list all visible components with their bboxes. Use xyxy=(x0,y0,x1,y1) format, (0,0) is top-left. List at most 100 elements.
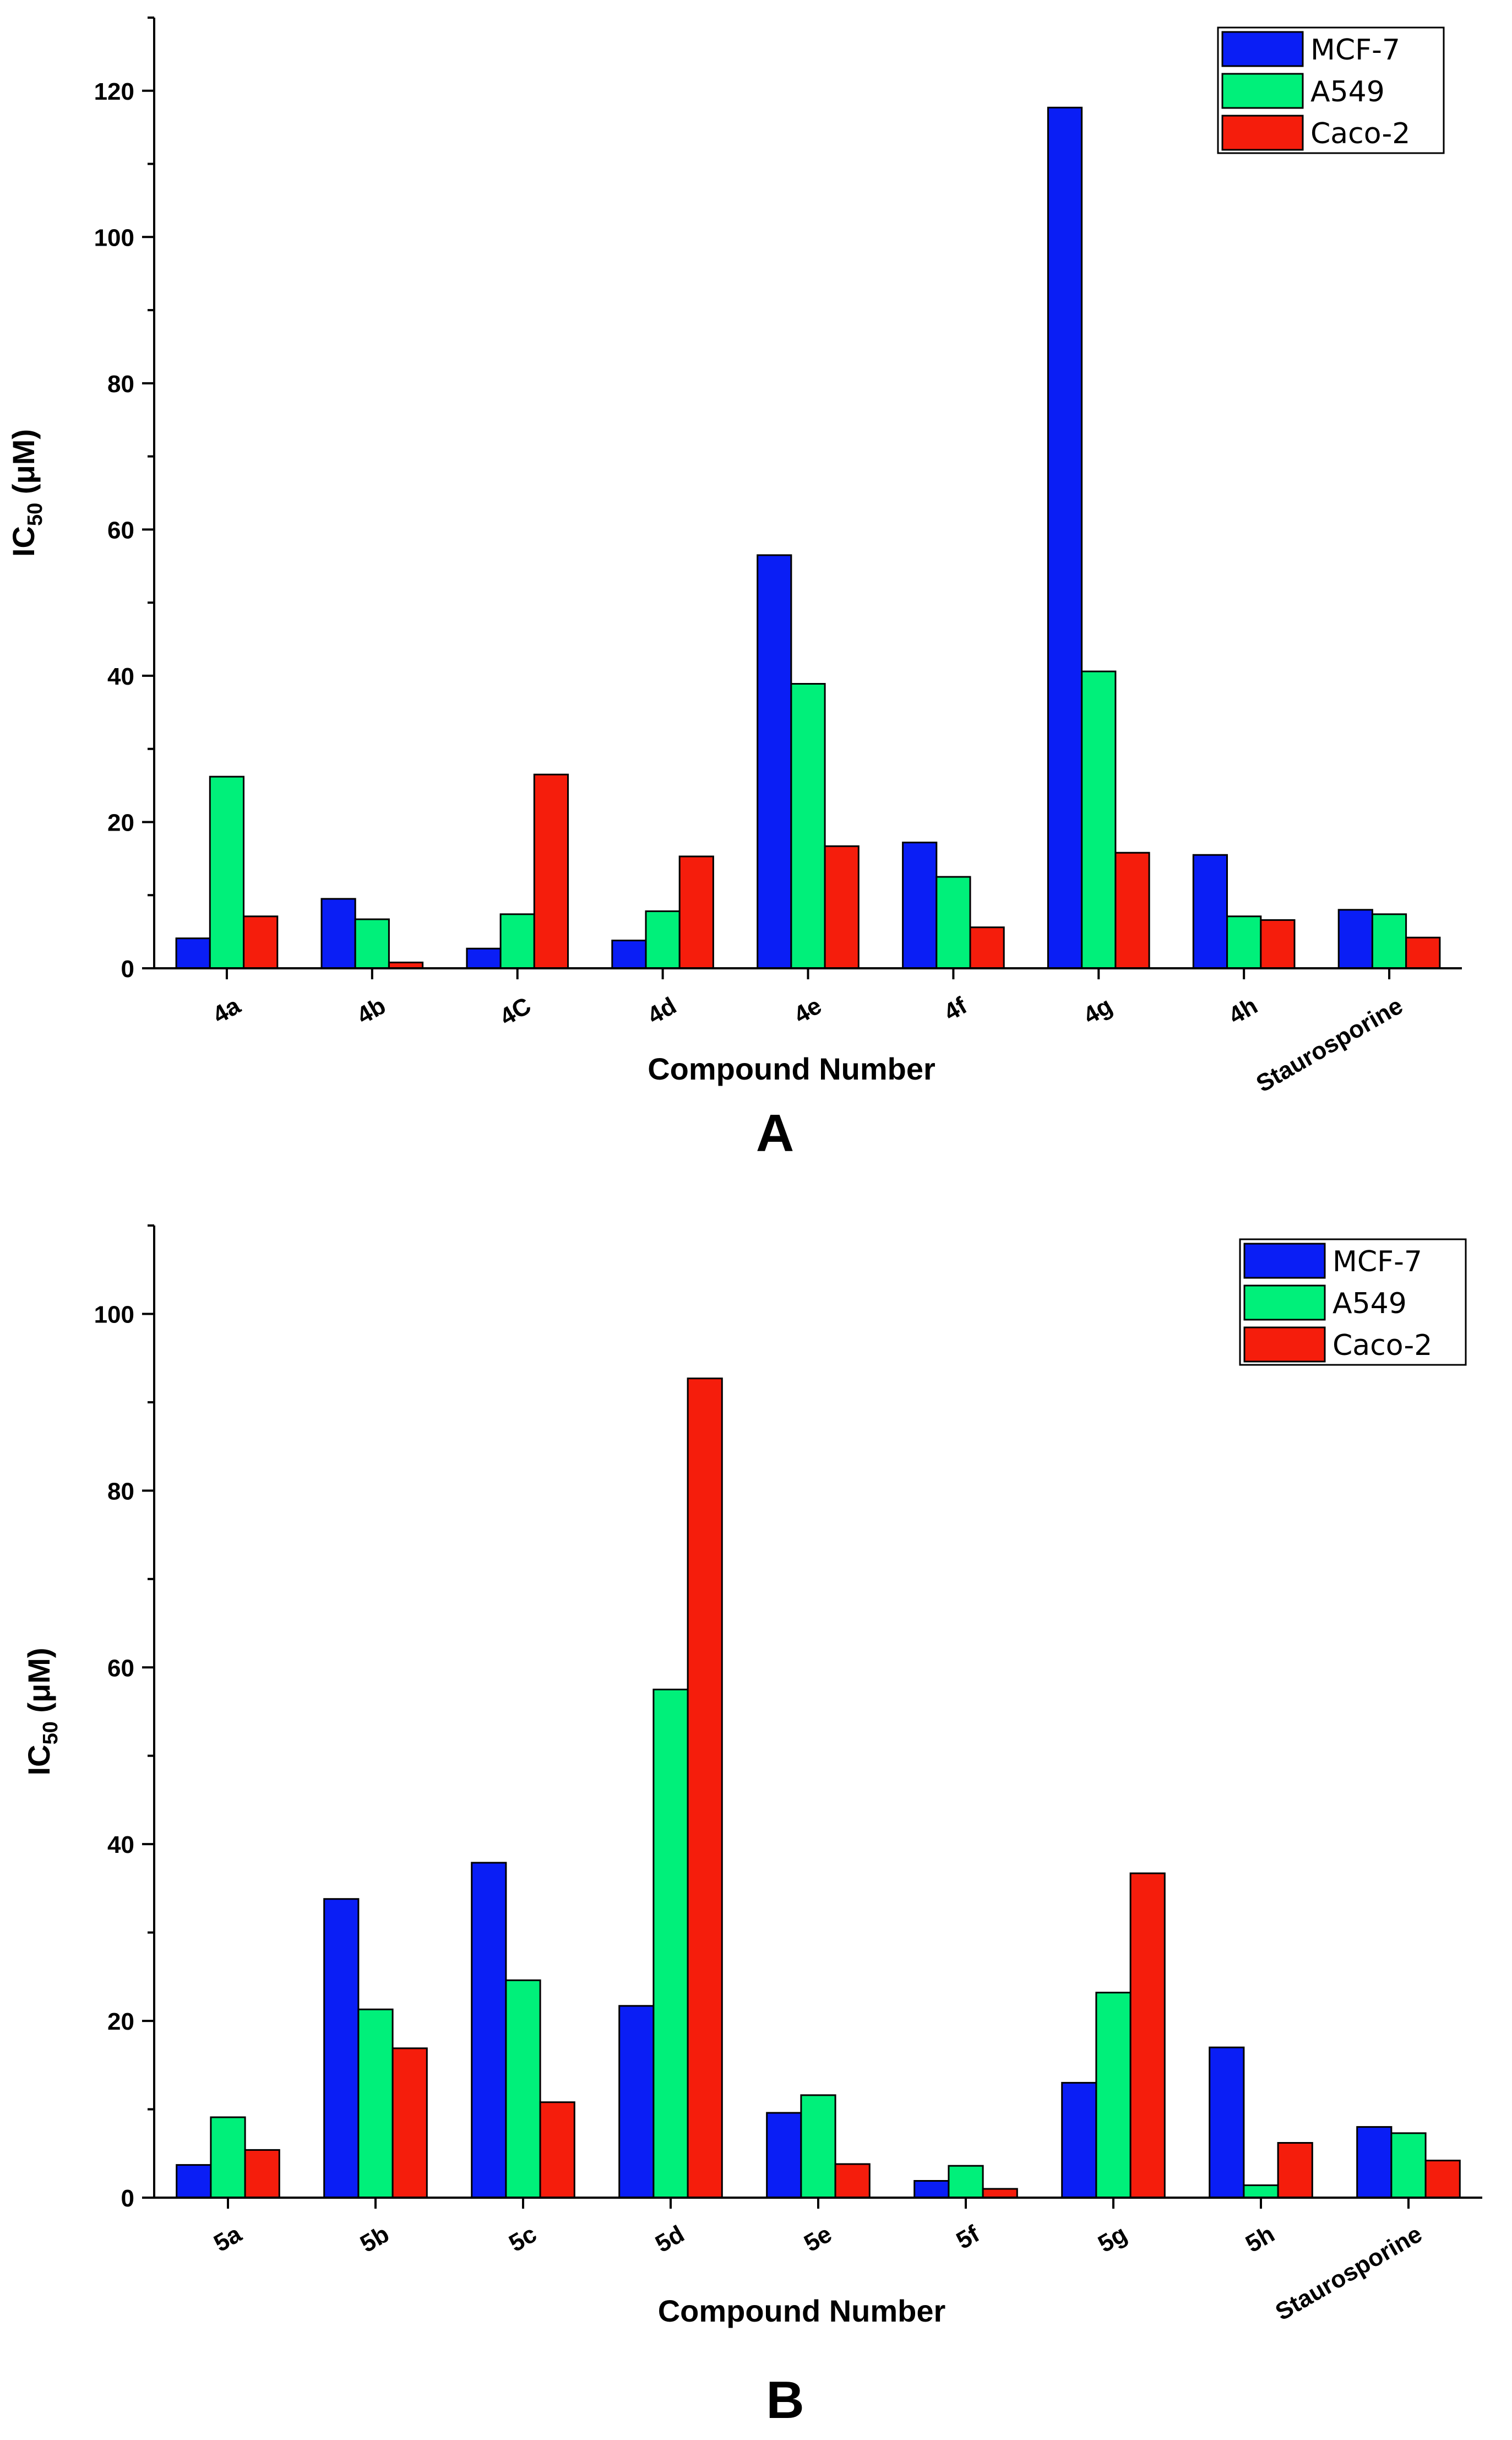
panel-b-bar-caco2-5h xyxy=(1277,2142,1313,2199)
panel-a: 0 20 40 60 80 100 120 4a 4b 4C 4d 4e 4f 4g 4hStaurospo… xyxy=(6,17,1462,1163)
panel-b-legend-swatch-mcf7 xyxy=(1243,1243,1326,1279)
panel-a-y-tick-label: 120 xyxy=(94,78,134,105)
panel-b-bar-caco2-5b xyxy=(391,2047,428,2199)
panel-a-legend: MCF-7 A549 Caco-2 xyxy=(1217,26,1445,154)
panel-b-bar-mcf7-5a xyxy=(176,2164,212,2199)
panel-b-y-tick-label: 60 xyxy=(107,1655,134,1682)
panel-b-x-tick-label: 5a xyxy=(209,2220,246,2257)
panel-a-y-axis-title: IC50 (μM) xyxy=(6,429,47,557)
panel-a-legend-swatch-a549 xyxy=(1221,73,1304,109)
panel-a-y-tick-label: 20 xyxy=(107,809,134,836)
panel-a-x-tick-label: 4d xyxy=(643,992,681,1029)
panel-b-y-axis-title-main: IC xyxy=(21,1745,56,1776)
panel-b-x-tick-label: 5d xyxy=(651,2220,689,2258)
panel-a-bar-mcf7-4h xyxy=(1192,854,1228,969)
panel-a-legend-label-a549: A549 xyxy=(1310,75,1385,109)
panel-b-bar-a549-staurosporine xyxy=(1390,2132,1427,2199)
panel-b-x-tick-label: Staurosporine xyxy=(1271,2220,1427,2326)
panel-a-bar-mcf7-4g xyxy=(1047,106,1083,969)
panel-a-bar-mcf7-4b xyxy=(320,898,356,969)
panel-a-bar-caco2-4d xyxy=(678,855,714,969)
panel-b-y-axis-title-unit: (μM) xyxy=(21,1647,56,1721)
panel-a-y-tick-label: 60 xyxy=(107,517,134,544)
panel-a-x-tick-label: 4a xyxy=(208,992,245,1029)
panel-b-bar-caco2-5g xyxy=(1129,1872,1166,2199)
panel-b-bar-mcf7-5b xyxy=(323,1898,360,2199)
panel-b-x-tick-label: 5c xyxy=(504,2220,541,2257)
panel-b-x-tick-label: 5b xyxy=(356,2220,394,2258)
panel-b-bar-mcf7-5d xyxy=(618,2005,655,2199)
panel-b-y-axis-title: IC50 (μM) xyxy=(21,1647,62,1775)
panel-a-bar-mcf7-4e xyxy=(757,554,792,969)
panel-b-bar-a549-5b xyxy=(357,2008,394,2199)
panel-b-y-tick-label: 40 xyxy=(107,1831,134,1858)
panel-a-x-axis-title: Compound Number xyxy=(648,1051,936,1086)
panel-a-x-tick-label: 4f xyxy=(939,992,972,1026)
panel-a-bar-a549-4g xyxy=(1081,670,1117,969)
panel-b-legend-label-mcf7: MCF-7 xyxy=(1332,1245,1422,1278)
panel-b-bar-mcf7-5f xyxy=(913,2180,950,2199)
panel-b-bar-mcf7-5g xyxy=(1061,2081,1097,2199)
panel-a-legend-label-caco2: Caco-2 xyxy=(1310,117,1410,150)
panel-a-bar-caco2-4c xyxy=(533,773,569,969)
panel-a-bar-a549-4d xyxy=(645,910,681,969)
panel-a-bar-a549-4e xyxy=(790,683,826,969)
panel-a-y-axis-title-sub: 50 xyxy=(24,503,47,526)
panel-b-bar-a549-5d xyxy=(652,1688,689,2199)
panel-b-bar-a549-5a xyxy=(210,2116,246,2199)
panel-a-x-tick-label: 4C xyxy=(496,992,536,1031)
panel-b-y-tick-label: 100 xyxy=(94,1301,134,1328)
panel-b-legend-label-caco2: Caco-2 xyxy=(1332,1329,1432,1362)
panel-a-x-tick-label: 4e xyxy=(790,992,826,1029)
panel-a-y-tick-label: 40 xyxy=(107,663,134,690)
panel-a-x-tick-label: Staurosporine xyxy=(1252,992,1407,1098)
panel-b-panel-letter: B xyxy=(766,2371,804,2430)
panel-b-bar-a549-5g xyxy=(1095,1992,1132,2199)
panel-a-bar-a549-4h xyxy=(1226,915,1262,969)
panel-a-y-tick-label: 0 xyxy=(121,956,134,983)
panel-b-y-axis-title-sub: 50 xyxy=(39,1721,62,1744)
panel-b-bar-caco2-5c xyxy=(539,2101,575,2199)
panel-b-y-tick-label: 20 xyxy=(107,2008,134,2035)
panel-b-bar-caco2-5e xyxy=(834,2163,871,2199)
panel-b-bar-caco2-staurosporine xyxy=(1424,2160,1461,2199)
panel-b-x-tick-label: 5g xyxy=(1094,2220,1132,2258)
panel-a-legend-label-mcf7: MCF-7 xyxy=(1310,34,1400,67)
panel-b-bar-caco2-5a xyxy=(244,2149,280,2199)
panel-a-bar-a549-4f xyxy=(936,876,971,969)
panel-a-bar-caco2-4e xyxy=(824,845,860,969)
panel-b-x-tick-label: 5f xyxy=(952,2220,985,2254)
panel-a-x-tick-label: 4b xyxy=(352,992,390,1029)
panel-a-legend-swatch-caco2 xyxy=(1221,115,1304,151)
panel-b-bar-mcf7-staurosporine xyxy=(1356,2126,1393,2199)
panel-b-x-tick-label: 5e xyxy=(799,2220,836,2257)
panel-a-bar-caco2-4g xyxy=(1114,852,1150,969)
panel-b-bar-caco2-5f xyxy=(982,2188,1018,2199)
panel-a-panel-letter: A xyxy=(756,1104,794,1163)
panel-b-bar-a549-5f xyxy=(948,2165,984,2199)
panel-a-legend-swatch-mcf7 xyxy=(1221,31,1304,67)
panel-a-bar-caco2-4h xyxy=(1260,919,1296,969)
panel-a-bar-mcf7-staurosporine xyxy=(1337,909,1373,969)
panel-b-legend-swatch-a549 xyxy=(1243,1284,1326,1321)
panel-a-y-axis-title-main: IC xyxy=(6,526,41,557)
panel-a-bar-caco2-staurosporine xyxy=(1405,936,1441,969)
panel-b-legend-label-a549: A549 xyxy=(1332,1287,1407,1320)
panel-b-x-axis-title: Compound Number xyxy=(658,2293,946,2328)
panel-a-bar-a549-4c xyxy=(499,913,535,969)
panel-a-bar-mcf7-4c xyxy=(466,947,502,969)
panel-b-y-tick-label: 0 xyxy=(121,2185,134,2212)
panel-a-x-tick-label: 4g xyxy=(1079,992,1117,1029)
panel-b-y-tick-label: 80 xyxy=(107,1478,134,1505)
panel-b-bar-a549-5e xyxy=(800,2094,836,2199)
panel-b-bar-a549-5h xyxy=(1243,2184,1279,2199)
panel-a-bar-mcf7-4d xyxy=(611,940,647,969)
panel-b-bar-mcf7-5c xyxy=(471,1862,507,2199)
panel-b-bar-a549-5c xyxy=(505,1979,541,2199)
panel-b-legend: MCF-7 A549 Caco-2 xyxy=(1239,1238,1467,1366)
panel-b-legend-swatch-caco2 xyxy=(1243,1326,1326,1363)
panel-a-y-tick-label: 80 xyxy=(107,371,134,398)
panel-b-bar-mcf7-5e xyxy=(766,2112,802,2199)
panel-a-y-axis-title-unit: (μM) xyxy=(6,429,41,503)
